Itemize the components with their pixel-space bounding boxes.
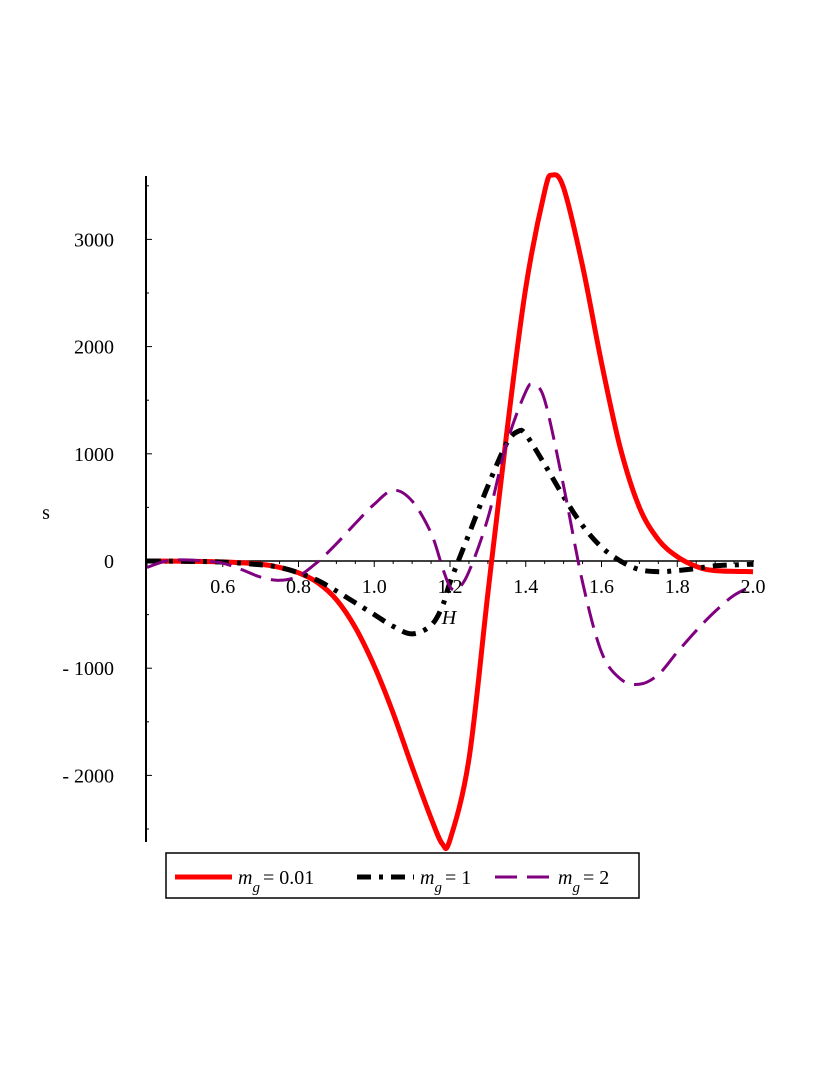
series-line-mg-2 [146, 382, 754, 687]
y-tick-label: 0 [104, 551, 114, 573]
y-tick-label: 3000 [74, 229, 114, 251]
legend-label: mg = 1 [420, 867, 471, 896]
y-tick-label: 1000 [74, 444, 114, 466]
legend: mg = 0.01 mg = 1 mg = 2 [165, 852, 640, 899]
x-axis-title: H [441, 607, 458, 629]
x-tick-label: 2.0 [741, 576, 766, 598]
series-layer [146, 172, 754, 851]
x-tick-label: 0.6 [210, 576, 235, 598]
series-line-mg-1 [146, 427, 754, 637]
x-tick-label: 1.6 [589, 576, 614, 598]
y-tick-label: - 2000 [62, 765, 114, 787]
series-line-mg-0-01 [146, 172, 754, 851]
legend-label: mg = 2 [558, 867, 609, 896]
tick-labels: 3000 2000 1000 0 - 1000 - 2000 0.6 0.8 1.0 1.2 1.4… [62, 229, 765, 787]
y-tick-label: - 1000 [62, 658, 114, 680]
y-tick-label: 2000 [74, 337, 114, 359]
y-axis-title: s [42, 502, 50, 524]
y-tick-marks [146, 185, 152, 830]
legend-label: mg = 0.01 [238, 867, 314, 896]
x-tick-label: 0.8 [286, 576, 311, 598]
x-tick-label: 1.2 [438, 576, 463, 598]
x-tick-label: 1.8 [665, 576, 690, 598]
x-tick-label: 1.0 [362, 576, 387, 598]
x-tick-label: 1.4 [513, 576, 538, 598]
